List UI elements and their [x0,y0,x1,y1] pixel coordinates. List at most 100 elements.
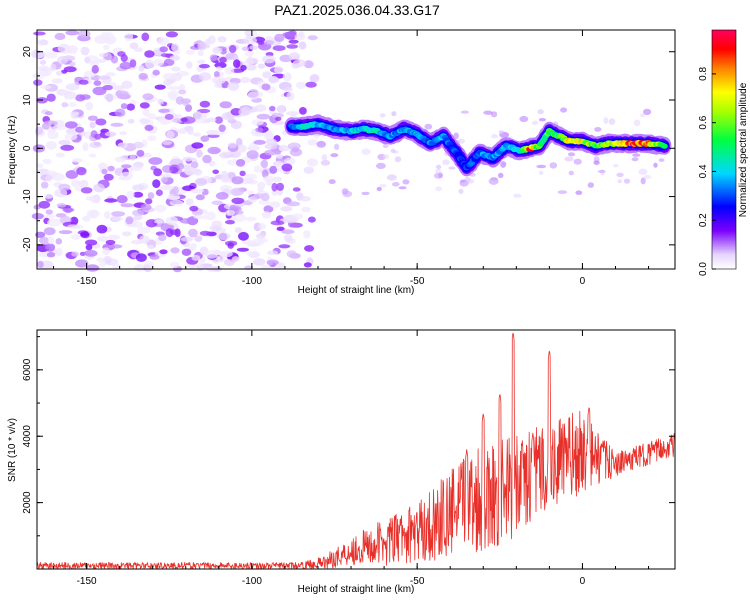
noise-blob [382,154,390,159]
noise-blob [70,234,81,240]
noise-blob [653,162,658,168]
noise-blob [142,108,150,117]
noise-blob [236,159,246,167]
noise-blob [100,32,110,41]
noise-blob [58,230,73,235]
noise-blob [191,254,201,261]
noise-blob [154,204,167,213]
noise-blob [98,162,108,170]
noise-blob [268,76,280,83]
noise-blob [87,115,98,121]
noise-blob [89,121,96,129]
noise-blob [258,222,267,230]
noise-blob [86,209,100,218]
noise-blob [217,36,227,43]
noise-blob [89,194,100,203]
noise-blob [224,67,235,75]
noise-blob [230,68,244,73]
noise-blob [85,239,98,246]
noise-blob [632,153,641,157]
noise-blob [119,131,128,136]
noise-blob [152,69,160,76]
noise-blob [257,181,266,189]
y-tick-label: 2000 [22,491,33,514]
noise-blob [58,183,71,191]
noise-blob [316,140,327,148]
noise-blob [40,260,54,270]
noise-blob [166,130,175,139]
noise-blob [67,224,80,229]
noise-blob [300,196,311,202]
noise-blob [80,187,93,194]
noise-blob [538,118,547,122]
noise-blob [119,61,132,70]
noise-blob [208,35,216,45]
noise-blob [82,215,91,222]
noise-blob [178,84,186,92]
noise-blob [145,59,155,69]
noise-blob [361,148,372,155]
noise-blob [227,242,234,249]
noise-blob [39,236,50,245]
noise-blob [269,201,281,208]
colorbar-tick-label: 0.8 [698,67,709,81]
noise-blob [108,244,123,249]
noise-blob [193,168,203,176]
noise-blob [616,172,624,178]
noise-blob [274,160,284,167]
noise-blob [103,173,114,181]
noise-blob [165,228,174,238]
noise-blob [138,64,145,72]
colorbar-tick-label: 0.6 [698,115,709,129]
noise-blob [246,56,254,65]
noise-blob [103,211,111,220]
noise-blob [193,214,207,220]
noise-blob [225,220,235,225]
noise-blob [278,144,289,152]
noise-blob [283,233,293,243]
noise-blob [212,169,219,175]
noise-blob [184,104,193,112]
noise-blob [240,64,247,71]
noise-blob [286,44,299,49]
noise-blob [253,193,265,199]
colorbar: 0.0 0.2 0.4 0.6 0.8 Normalized spectral ampl… [698,29,749,276]
noise-blob [265,130,273,137]
noise-blob [145,198,153,205]
noise-blob [160,176,168,183]
noise-blob [129,154,136,161]
noise-blob [303,166,314,174]
snr-ticks: -150 -100 -50 0 2000 4000 6000 [22,330,675,587]
noise-blob [63,93,73,99]
noise-blob [93,183,105,193]
noise-blob [40,85,52,90]
noise-blob [257,186,264,193]
noise-blob [121,80,133,89]
noise-blob [84,249,98,257]
noise-blob [75,259,89,268]
x-tick-label: -50 [410,576,425,587]
noise-blob [44,243,56,252]
noise-blob [264,149,277,156]
noise-blob [163,79,173,86]
noise-blob [229,45,237,53]
noise-blob [330,153,339,158]
noise-blob [567,152,576,157]
noise-blob [195,194,205,201]
noise-blob [298,41,307,50]
noise-blob [453,132,459,140]
noise-blob [382,143,389,149]
noise-blob [442,159,450,166]
noise-blob [216,66,222,72]
x-tick-label: 0 [580,276,586,287]
noise-blob [342,190,353,198]
noise-blob [80,231,90,239]
noise-blob [303,262,312,268]
noise-blob [35,231,46,238]
noise-blob [164,113,174,120]
noise-blob [44,193,54,199]
snr-panel: -150 -100 -50 0 2000 4000 6000 Height of strai… [7,329,676,595]
x-tick-label: -150 [77,576,97,587]
noise-blob [85,101,93,111]
